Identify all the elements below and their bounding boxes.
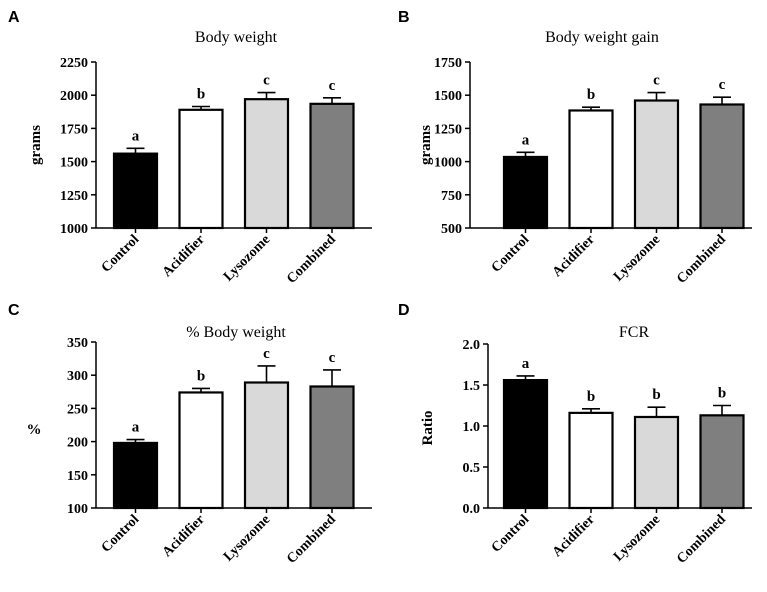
bar-acidifier	[178, 108, 224, 230]
x-tick-label: Acidifier	[160, 232, 208, 280]
panel-letter: C	[8, 302, 20, 319]
y-tick-label: 750	[441, 189, 462, 204]
chart-panel-d: D FCR Ratio 0.0 0.5 1.0 1.5 2.0 Control a Acidifie…	[398, 302, 752, 567]
chart-title: % Body weight	[186, 324, 286, 341]
significance-letter: a	[132, 128, 140, 144]
chart-panel-c: C % Body weight% 100 150 200 250 300 350 Control…	[8, 302, 372, 567]
bar-combined	[699, 103, 745, 230]
x-tick-label: Lysozome	[611, 232, 663, 284]
y-tick-label: 0.0	[463, 502, 481, 517]
bar-lysozome	[633, 99, 680, 230]
y-tick-label: 200	[67, 436, 88, 451]
bar-lysozome	[633, 415, 680, 510]
panel-letter: A	[8, 9, 20, 26]
x-tick-label: Control	[99, 232, 143, 276]
bar-acidifier	[568, 411, 614, 510]
bar-acidifier	[178, 391, 224, 510]
significance-letter: c	[263, 73, 270, 89]
y-tick-label: 100	[67, 502, 88, 517]
y-tick-label: 1.0	[463, 420, 481, 435]
y-tick-label: 0.5	[463, 461, 481, 476]
y-tick-label: 1250	[434, 122, 462, 137]
chart-title: Body weight	[195, 29, 278, 46]
significance-letter: b	[197, 368, 205, 384]
x-tick-label: Acidifier	[550, 512, 598, 560]
panel-letter: D	[398, 302, 410, 319]
y-tick-label: 1750	[434, 56, 462, 71]
chart-title: FCR	[619, 324, 650, 341]
bar-combined	[699, 414, 745, 510]
x-tick-label: Lysozome	[611, 512, 663, 564]
significance-letter: b	[587, 389, 595, 405]
significance-letter: c	[653, 73, 660, 89]
y-tick-label: 1250	[60, 189, 88, 204]
x-tick-label: Lysozome	[221, 232, 273, 284]
panel-letter: B	[398, 9, 410, 26]
bar-lysozome	[243, 381, 290, 510]
bar-control	[502, 155, 549, 230]
bar-control	[502, 378, 549, 510]
chart-title: Body weight gain	[545, 29, 659, 46]
y-tick-label: 2000	[60, 89, 88, 104]
y-tick-label: 1500	[434, 89, 462, 104]
significance-letter: c	[719, 77, 726, 93]
x-tick-label: Lysozome	[221, 512, 273, 564]
y-tick-label: 300	[67, 369, 88, 384]
x-tick-label: Control	[489, 512, 533, 556]
y-axis-label: grams	[28, 125, 44, 165]
significance-letter: a	[132, 420, 140, 436]
y-tick-label: 350	[67, 336, 88, 351]
significance-letter: b	[652, 387, 660, 403]
bar-control	[112, 152, 159, 230]
y-axis-label: grams	[418, 125, 434, 165]
x-tick-label: Acidifier	[160, 512, 208, 560]
bar-combined	[309, 385, 355, 510]
y-tick-label: 1500	[60, 156, 88, 171]
bar-lysozome	[243, 98, 290, 230]
significance-letter: a	[522, 356, 530, 372]
bar-combined	[309, 102, 355, 230]
y-tick-label: 250	[67, 402, 88, 417]
significance-letter: b	[197, 86, 205, 102]
significance-letter: a	[522, 132, 530, 148]
y-axis-label: %	[27, 422, 42, 438]
bar-acidifier	[568, 109, 614, 230]
significance-letter: b	[718, 386, 726, 402]
x-tick-label: Control	[489, 232, 533, 276]
x-tick-label: Combined	[674, 512, 729, 567]
significance-letter: b	[587, 87, 595, 103]
x-tick-label: Control	[99, 512, 143, 556]
bar-control	[112, 441, 159, 510]
significance-letter: c	[329, 350, 336, 366]
y-axis-label: Ratio	[420, 411, 436, 446]
y-tick-label: 1750	[60, 122, 88, 137]
significance-letter: c	[329, 78, 336, 94]
y-tick-label: 1.5	[463, 379, 481, 394]
significance-letter: c	[263, 346, 270, 362]
chart-panel-a: A Body weight grams 1000 1250 1500 1750 2000 225…	[8, 9, 372, 287]
chart-panel-b: B Body weight gain grams 500 750 1000 1250 1500…	[398, 9, 752, 287]
x-tick-label: Acidifier	[550, 232, 598, 280]
y-tick-label: 1000	[434, 156, 462, 171]
y-tick-label: 150	[67, 469, 88, 484]
y-tick-label: 2.0	[463, 338, 481, 353]
y-tick-label: 2250	[60, 56, 88, 71]
y-tick-label: 500	[441, 222, 462, 237]
x-tick-label: Combined	[674, 232, 729, 287]
x-tick-label: Combined	[284, 512, 339, 567]
y-tick-label: 1000	[60, 222, 88, 237]
x-tick-label: Combined	[284, 232, 339, 287]
